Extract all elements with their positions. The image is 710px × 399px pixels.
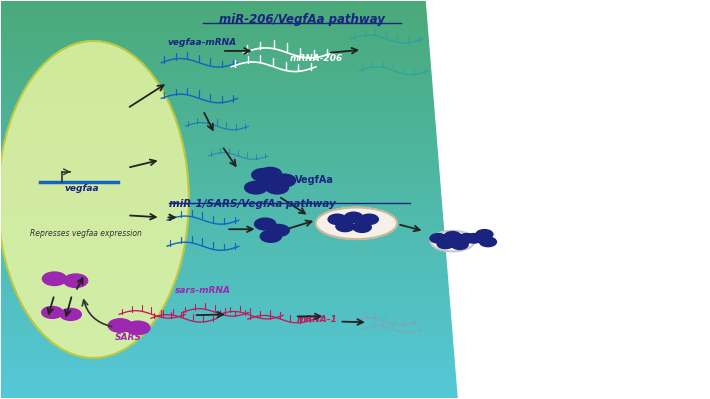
Circle shape: [245, 181, 267, 194]
Circle shape: [259, 168, 281, 180]
Circle shape: [258, 174, 280, 187]
Text: SARS: SARS: [115, 333, 142, 342]
Circle shape: [266, 181, 288, 194]
Text: mRNA-206: mRNA-206: [290, 54, 343, 63]
Circle shape: [273, 174, 295, 187]
Text: miR-206/VegfAa pathway: miR-206/VegfAa pathway: [219, 13, 385, 26]
Text: vegfaa: vegfaa: [64, 184, 99, 194]
Circle shape: [437, 239, 454, 249]
Circle shape: [451, 240, 468, 249]
Text: vegfaa-mRNA: vegfaa-mRNA: [168, 38, 236, 47]
Text: miR-1/SARS/VegfAa pathway: miR-1/SARS/VegfAa pathway: [169, 199, 336, 209]
Circle shape: [252, 169, 274, 181]
Circle shape: [108, 319, 132, 332]
Circle shape: [43, 272, 67, 285]
Ellipse shape: [0, 41, 189, 358]
Text: Represses vegfaa expression: Represses vegfaa expression: [30, 229, 141, 238]
Circle shape: [344, 212, 363, 223]
Circle shape: [64, 274, 87, 287]
Circle shape: [268, 225, 289, 236]
Circle shape: [60, 308, 82, 320]
Circle shape: [476, 229, 493, 239]
Polygon shape: [426, 1, 709, 398]
Circle shape: [261, 230, 281, 242]
Text: sars-mRNA: sars-mRNA: [175, 286, 231, 295]
Circle shape: [353, 222, 371, 232]
Circle shape: [465, 233, 482, 243]
Circle shape: [360, 214, 378, 225]
Text: mRNA-1: mRNA-1: [297, 315, 338, 324]
Ellipse shape: [431, 231, 474, 251]
Circle shape: [328, 214, 346, 225]
Circle shape: [336, 221, 354, 231]
Ellipse shape: [316, 207, 397, 239]
Circle shape: [255, 218, 275, 230]
Circle shape: [458, 233, 475, 243]
Circle shape: [444, 231, 461, 241]
Circle shape: [479, 237, 496, 247]
Circle shape: [126, 321, 150, 335]
Circle shape: [42, 306, 63, 318]
Circle shape: [430, 233, 447, 243]
Text: VegfAa: VegfAa: [295, 176, 334, 186]
